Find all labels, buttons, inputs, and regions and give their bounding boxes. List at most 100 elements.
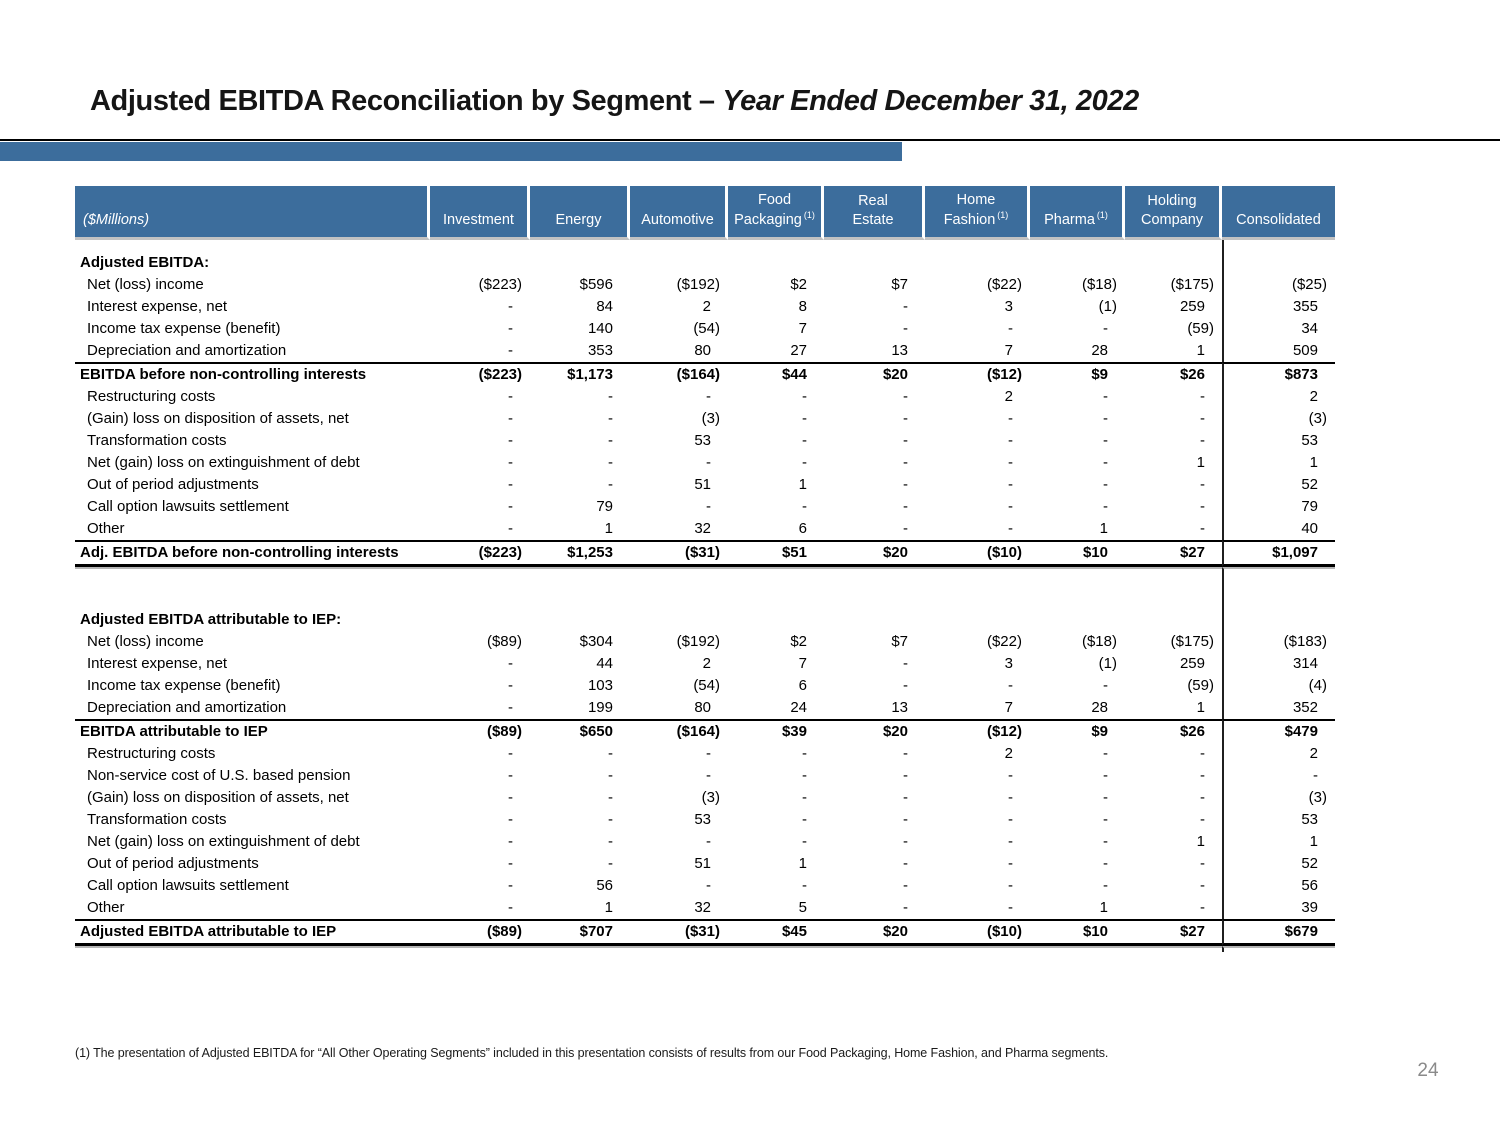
value-cell: - [1103,454,1108,471]
value-cell: - [903,498,908,515]
value-cell: - [802,767,807,784]
value-cell: 2 [702,298,711,315]
value-cell: - [508,899,513,916]
value-cell: - [903,833,908,850]
value-cell: 52 [1222,853,1335,875]
row-label: Depreciation and amortization [87,342,287,359]
value-cell: - [508,454,513,471]
footnote-ref-icon: (1) [1096,210,1108,221]
value-cell: $304 [579,633,613,650]
value-cell: - [903,298,908,315]
value-cell: ($223) [478,276,522,293]
value-cell: - [802,877,807,894]
value-cell: ($18) [1081,276,1117,293]
table-header: ($Millions) Investment Energy Automotive Foo… [75,186,1335,240]
table-row: Restructuring costs - - - - -2- -2 [75,386,1335,408]
page-title-main: Adjusted EBITDA Reconciliation by Segmen… [90,85,723,117]
column-header-automotive: Automotive [630,186,728,240]
page-title-period: Year Ended December 31, 2022 [722,85,1139,117]
value-cell: 1 [604,899,613,916]
value-cell: 199 [587,699,613,716]
column-header-home-fashion: Home Fashion (1) [925,186,1030,240]
value-cell: ($223) [430,362,530,386]
value-cell: - [608,833,613,850]
value-cell: - [508,677,513,694]
value-cell: 7 [1004,699,1013,716]
value-cell: - [1103,767,1108,784]
value-cell: ($192) [676,276,720,293]
value-cell: 84 [596,298,613,315]
table-row: Call option lawsuits settlement -79- - - - - -… [75,496,1335,518]
value-cell: ($25) [1222,274,1335,296]
row-label: Income tax expense (benefit) [87,677,281,694]
value-cell: - [1103,789,1108,806]
value-cell: $10 [1030,540,1125,567]
value-cell: 8 [798,298,807,315]
value-cell: $873 [1222,362,1335,386]
column-header-consolidated: Consolidated [1222,186,1335,240]
value-cell: - [1008,767,1013,784]
column-header-holding-company: Holding Company [1125,186,1222,240]
value-cell: 53 [1222,430,1335,452]
value-cell: 7 [1004,342,1013,359]
value-cell: - [608,454,613,471]
value-cell: - [1200,520,1205,537]
value-cell: 1 [798,855,807,872]
table-row: EBITDA attributable to IEP ($89) $650 ($164… [75,719,1335,743]
spacer-cell [1222,567,1335,609]
value-cell: 13 [891,342,908,359]
value-cell: 352 [1222,697,1335,719]
value-cell: 2 [1222,386,1335,408]
value-cell: 1 [1222,452,1335,474]
value-cell: - [1008,811,1013,828]
value-cell: - [1200,899,1205,916]
value-cell: - [608,855,613,872]
footnote-ref-icon: (1) [803,210,815,221]
value-cell: 3 [1004,655,1013,672]
value-cell: 40 [1222,518,1335,540]
value-cell: $1,097 [1222,540,1335,567]
value-cell: $1,173 [530,362,630,386]
value-cell: ($22) [986,276,1022,293]
value-cell: 314 [1222,653,1335,675]
value-cell: $9 [1030,719,1125,743]
table-row: Interest expense, net - 44 2 7 - 3 (1) 259 314 [75,653,1335,675]
table-row: Other -1 32 6- -1-40 [75,518,1335,540]
value-cell: - [508,855,513,872]
value-cell: 51 [694,476,711,493]
value-cell: $7 [891,276,908,293]
section-heading: Adjusted EBITDA: [80,254,210,271]
value-cell: - [903,789,908,806]
row-label: Call option lawsuits settlement [87,498,289,515]
value-cell: 1 [1196,699,1205,716]
value-cell: - [1008,454,1013,471]
value-cell: ($18) [1081,633,1117,650]
value-cell: - [508,833,513,850]
value-cell: 1 [1196,833,1205,850]
row-label: Other [87,899,125,916]
value-cell: 80 [694,342,711,359]
value-cell: - [1200,498,1205,515]
value-cell: - [1200,410,1205,427]
value-cell: $27 [1125,919,1222,946]
value-cell: ($164) [630,362,728,386]
value-cell: - [1008,520,1013,537]
value-cell: - [802,388,807,405]
value-cell: - [1200,877,1205,894]
value-cell: $479 [1222,719,1335,743]
value-cell: - [508,877,513,894]
value-cell: - [608,388,613,405]
table-row: Out of period adjustments - -51 1- - - -52 [75,474,1335,496]
value-cell: - [1103,432,1108,449]
value-cell: ($31) [630,919,728,946]
value-cell: - [608,476,613,493]
value-cell: - [608,789,613,806]
table-row: Net (loss) income ($89) $304 ($192) $2 $7 ($22… [75,631,1335,653]
page-number: 24 [1417,1060,1439,1081]
value-cell: ($31) [630,540,728,567]
value-cell: $679 [1222,919,1335,946]
value-cell: 259 [1179,298,1205,315]
value-cell: - [508,498,513,515]
value-cell: $650 [530,719,630,743]
table-row: Net (gain) loss on extinguishment of deb… [75,831,1335,853]
